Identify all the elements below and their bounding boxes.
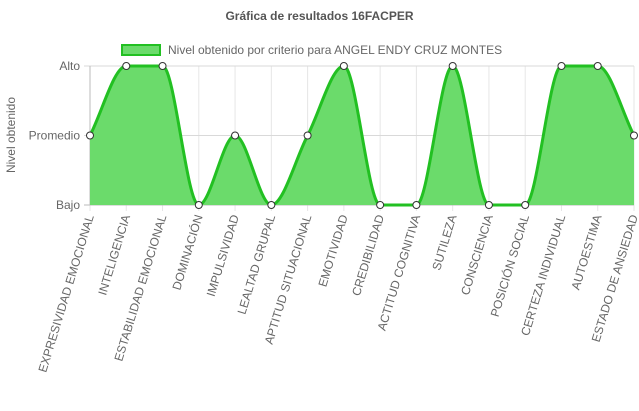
chart-title: Gráfica de resultados 16FACPER	[225, 9, 414, 23]
data-point	[339, 62, 348, 70]
x-tick-label: SUTILEZA	[429, 213, 459, 272]
data-point	[376, 201, 385, 209]
x-tick-label: CREDIBILIDAD	[349, 213, 387, 298]
data-point	[158, 62, 167, 70]
x-tick-label: IMPULSIVIDAD	[204, 213, 242, 298]
data-point	[521, 201, 530, 209]
data-point	[484, 201, 493, 209]
x-tick-label: POSICIÓN SOCIAL	[487, 212, 532, 318]
data-point	[557, 62, 566, 70]
data-point	[448, 62, 457, 70]
x-tick-label: INTELIGENCIA	[95, 213, 133, 297]
data-point	[86, 131, 94, 140]
legend[interactable]: Nivel obtenido por criterio para ANGEL E…	[121, 42, 502, 58]
y-tick-label: Bajo	[56, 198, 80, 212]
data-point	[593, 62, 602, 70]
x-tick-label: AUTOESTIMA	[568, 213, 604, 291]
x-tick-label: LEALTAD GRUPAL	[235, 213, 279, 316]
data-point	[194, 201, 203, 209]
data-point	[122, 62, 131, 70]
data-point	[267, 201, 276, 209]
data-point	[630, 131, 638, 140]
y-tick-label: Alto	[59, 59, 80, 73]
data-point	[412, 201, 421, 209]
x-tick-label: CONSCIENCIA	[458, 213, 496, 297]
x-tick-label: EMOTIVIDAD	[316, 213, 351, 289]
x-tick-label: DOMINACIÓN	[169, 213, 206, 292]
x-tick-label: EXPRESIVIDAD EMOCIONAL	[36, 213, 97, 374]
legend-swatch	[121, 44, 161, 56]
data-point	[303, 131, 312, 140]
series-line	[88, 64, 636, 207]
data-point	[231, 131, 240, 140]
legend-label: Nivel obtenido por criterio para ANGEL E…	[168, 43, 503, 57]
y-tick-label: Promedio	[29, 129, 81, 143]
